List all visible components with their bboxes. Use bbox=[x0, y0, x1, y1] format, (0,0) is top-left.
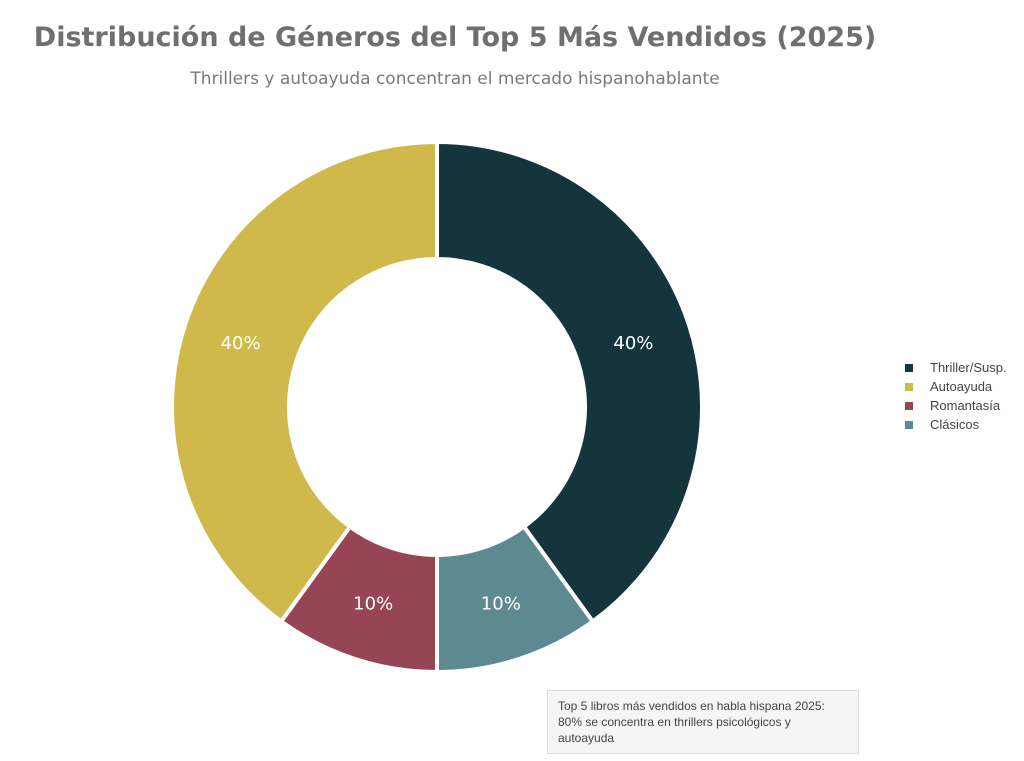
slice-data-label: 40% bbox=[613, 333, 653, 354]
annotation-line-2: 80% se concentra en thrillers psicológic… bbox=[558, 715, 791, 745]
legend-item-romantasia[interactable]: Romantasía bbox=[905, 396, 1007, 415]
slice-data-label: 40% bbox=[221, 333, 261, 354]
legend-item-thriller[interactable]: Thriller/Susp. bbox=[905, 358, 1007, 377]
legend-swatch bbox=[905, 363, 913, 372]
legend-label: Autoayuda bbox=[930, 379, 993, 394]
legend-label: Thriller/Susp. bbox=[930, 360, 1007, 375]
slice-autoayuda[interactable] bbox=[170, 139, 439, 625]
slice-data-label: 10% bbox=[481, 593, 521, 614]
chart-subtitle: Thrillers y autoayuda concentran el merc… bbox=[190, 69, 720, 89]
legend-item-clasicos[interactable]: Clásicos bbox=[905, 415, 1007, 434]
legend-label: Clásicos bbox=[930, 417, 980, 432]
legend-label: Romantasía bbox=[930, 398, 1001, 413]
legend-swatch bbox=[905, 382, 913, 391]
annotation-box: Top 5 libros más vendidos en habla hispa… bbox=[547, 690, 859, 754]
legend-item-autoayuda[interactable]: Autoayuda bbox=[905, 377, 1007, 396]
chart-title: Distribución de Géneros del Top 5 Más Ve… bbox=[33, 22, 877, 53]
legend: Thriller/Susp. Autoayuda Romantasía Clás… bbox=[905, 358, 1007, 434]
legend-swatch bbox=[905, 420, 913, 429]
annotation-line-1: Top 5 libros más vendidos en habla hispa… bbox=[558, 699, 825, 713]
slice-thriller-susp-[interactable] bbox=[435, 139, 704, 625]
legend-swatch bbox=[905, 401, 913, 410]
slice-data-label: 10% bbox=[353, 593, 393, 614]
